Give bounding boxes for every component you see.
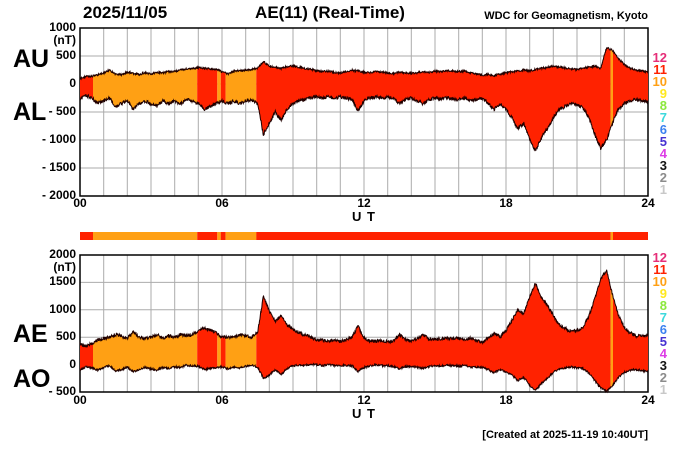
x-tick-label: 00 bbox=[73, 196, 87, 210]
y-tick-label: 2000 bbox=[49, 247, 76, 261]
area-band-11-stations bbox=[613, 50, 648, 123]
y-tick-label: 1500 bbox=[49, 274, 76, 289]
station-count-bar-segment bbox=[93, 232, 198, 240]
legend-count-5: 5 bbox=[659, 134, 667, 149]
area-band-10-stations bbox=[93, 67, 198, 111]
panel-frame bbox=[79, 27, 649, 197]
legend-count-3: 3 bbox=[659, 358, 667, 373]
legend-count-10: 10 bbox=[652, 274, 667, 289]
panel-label-AO: AO bbox=[13, 365, 51, 393]
area-band-11-stations bbox=[613, 296, 648, 385]
y-tick-label: - 2000 bbox=[41, 188, 76, 202]
legend-count-2: 2 bbox=[659, 370, 667, 385]
legend-count-5: 5 bbox=[659, 334, 667, 349]
legend-count-10: 10 bbox=[652, 74, 667, 89]
area-band-10-stations bbox=[225, 67, 257, 105]
area-band-11-stations bbox=[197, 66, 218, 111]
panel-label-AE: AE bbox=[13, 320, 48, 348]
legend-count-9: 9 bbox=[659, 286, 667, 301]
legend-count-3: 3 bbox=[659, 158, 667, 173]
x-tick-label: 18 bbox=[499, 196, 513, 210]
y-tick-label: 500 bbox=[55, 329, 76, 344]
area-band-11-stations bbox=[80, 75, 93, 100]
y-tick-label: - 1500 bbox=[41, 160, 76, 174]
area-band-10-stations bbox=[225, 332, 257, 370]
y-axis-unit: (nT) bbox=[53, 260, 76, 274]
x-tick-label: 06 bbox=[215, 196, 229, 210]
series-outline-AO bbox=[79, 362, 649, 394]
series-outline-AU bbox=[79, 46, 649, 81]
x-axis-title: U T bbox=[352, 406, 376, 421]
station-count-bar-segment bbox=[256, 232, 611, 240]
legend-count-8: 8 bbox=[659, 298, 667, 313]
area-band-10-stations bbox=[217, 333, 221, 368]
legend-count-2: 2 bbox=[659, 170, 667, 185]
legend-count-4: 4 bbox=[659, 346, 667, 361]
series-outline-AL bbox=[79, 93, 649, 152]
y-tick-label: - 500 bbox=[48, 104, 76, 118]
y-tick-label: 1000 bbox=[49, 301, 76, 316]
area-band-11-stations bbox=[80, 342, 93, 371]
y-tick-label: - 500 bbox=[48, 384, 76, 398]
legend-count-6: 6 bbox=[659, 322, 667, 337]
area-band-11-stations bbox=[220, 335, 226, 369]
area-band-10-stations bbox=[93, 330, 198, 373]
legend-count-6: 6 bbox=[659, 122, 667, 137]
legend-count-11: 11 bbox=[653, 62, 667, 77]
station-count-bar-segment bbox=[613, 232, 648, 240]
x-tick-label: 18 bbox=[499, 393, 513, 407]
x-axis-title: U T bbox=[352, 209, 376, 224]
area-band-11-stations bbox=[256, 270, 611, 392]
panel-label-AL: AL bbox=[13, 98, 47, 126]
x-tick-label: 00 bbox=[73, 393, 87, 407]
station-count-bar-segment bbox=[197, 232, 218, 240]
x-tick-label: 12 bbox=[357, 393, 371, 407]
area-band-11-stations bbox=[220, 71, 226, 104]
x-tick-label: 12 bbox=[357, 196, 371, 210]
area-band-11-stations bbox=[197, 327, 218, 371]
station-count-bar-segment bbox=[610, 232, 613, 240]
station-count-bar-segment bbox=[217, 232, 221, 240]
panel-label-AU: AU bbox=[13, 45, 50, 73]
legend-count-9: 9 bbox=[659, 86, 667, 101]
y-tick-label: 0 bbox=[69, 356, 76, 371]
plot-date: 2025/11/05 bbox=[83, 3, 168, 22]
legend-count-1: 1 bbox=[659, 182, 667, 197]
y-tick-label: 0 bbox=[69, 76, 76, 90]
legend-count-11: 11 bbox=[653, 262, 667, 277]
legend-count-7: 7 bbox=[659, 310, 667, 325]
legend-count-12: 12 bbox=[652, 250, 667, 265]
legend-count-4: 4 bbox=[659, 146, 667, 161]
y-tick-label: 1000 bbox=[49, 20, 76, 34]
area-band-10-stations bbox=[610, 48, 613, 128]
legend-count-1: 1 bbox=[659, 382, 667, 397]
series-outline-AE bbox=[79, 269, 649, 348]
area-band-10-stations bbox=[217, 69, 221, 104]
station-count-bar-segment bbox=[80, 232, 93, 240]
created-timestamp: [Created at 2025-11-19 10:40UT] bbox=[482, 429, 648, 441]
y-tick-label: - 1000 bbox=[41, 132, 76, 146]
x-tick-label: 06 bbox=[215, 393, 229, 407]
legend-count-7: 7 bbox=[659, 110, 667, 125]
data-source-label: WDC for Geomagnetism, Kyoto bbox=[484, 10, 648, 22]
legend-count-12: 12 bbox=[652, 50, 667, 65]
station-count-bar-segment bbox=[220, 232, 226, 240]
area-band-10-stations bbox=[610, 287, 613, 388]
station-count-bar-segment bbox=[225, 232, 257, 240]
panel-frame bbox=[79, 254, 649, 393]
x-tick-label: 24 bbox=[641, 393, 655, 407]
x-tick-label: 24 bbox=[641, 196, 655, 210]
legend-count-8: 8 bbox=[659, 98, 667, 113]
y-tick-label: 500 bbox=[55, 48, 76, 62]
plot-title: AE(11) (Real-Time) bbox=[255, 3, 405, 22]
y-axis-unit: (nT) bbox=[53, 33, 76, 47]
